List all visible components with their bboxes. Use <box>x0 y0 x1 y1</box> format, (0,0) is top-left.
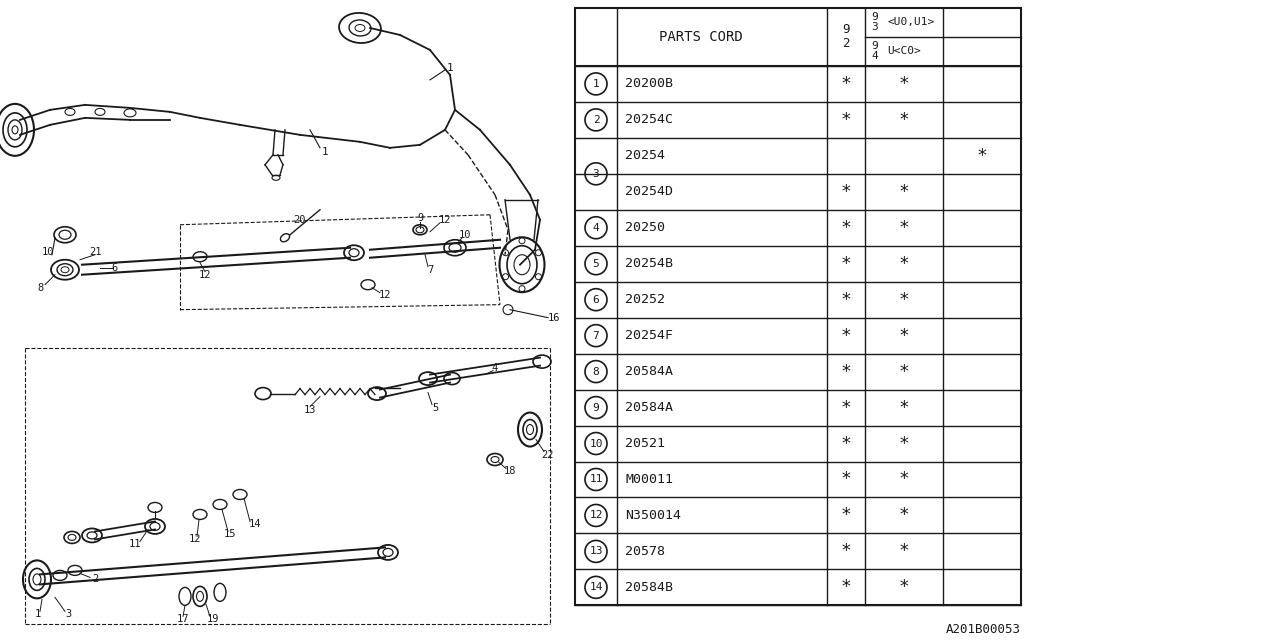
Text: 12: 12 <box>198 269 211 280</box>
Text: 14: 14 <box>248 520 261 529</box>
Text: 9: 9 <box>593 403 599 413</box>
Text: 20521: 20521 <box>625 437 666 450</box>
Text: 13: 13 <box>589 547 603 556</box>
Text: *: * <box>977 147 987 165</box>
Text: *: * <box>899 363 909 381</box>
Text: 21: 21 <box>88 247 101 257</box>
Text: PARTS CORD: PARTS CORD <box>659 30 742 44</box>
Text: 18: 18 <box>504 467 516 477</box>
Text: 20584A: 20584A <box>625 401 673 414</box>
Text: 10: 10 <box>42 247 54 257</box>
Text: *: * <box>841 470 851 488</box>
Text: *: * <box>841 111 851 129</box>
Text: 11: 11 <box>589 474 603 484</box>
Text: 5: 5 <box>431 403 438 413</box>
Text: 20254: 20254 <box>625 149 666 163</box>
Text: 13: 13 <box>303 404 316 415</box>
Text: 9
4: 9 4 <box>872 42 878 61</box>
Text: 12: 12 <box>589 511 603 520</box>
Text: 19: 19 <box>207 614 219 625</box>
Text: 4: 4 <box>593 223 599 233</box>
Text: 20254C: 20254C <box>625 113 673 126</box>
Text: *: * <box>899 543 909 561</box>
Text: 20200B: 20200B <box>625 77 673 90</box>
Text: A201B00053: A201B00053 <box>946 623 1021 636</box>
Text: 16: 16 <box>548 313 561 323</box>
Text: 4: 4 <box>492 363 498 372</box>
Text: *: * <box>899 399 909 417</box>
Text: 20254D: 20254D <box>625 186 673 198</box>
Text: *: * <box>841 219 851 237</box>
Text: *: * <box>841 543 851 561</box>
Text: 2: 2 <box>92 574 99 584</box>
Text: 8: 8 <box>593 367 599 376</box>
Text: *: * <box>899 326 909 345</box>
Text: 20584B: 20584B <box>625 581 673 594</box>
Text: 20250: 20250 <box>625 221 666 234</box>
Text: *: * <box>841 435 851 452</box>
Text: 14: 14 <box>589 582 603 593</box>
Text: 1: 1 <box>447 63 453 73</box>
Text: 12: 12 <box>379 290 392 300</box>
Text: 20254B: 20254B <box>625 257 673 270</box>
Text: *: * <box>899 291 909 308</box>
Text: 5: 5 <box>593 259 599 269</box>
Text: 1: 1 <box>593 79 599 89</box>
Text: M00011: M00011 <box>625 473 673 486</box>
Text: 20254F: 20254F <box>625 329 673 342</box>
Text: 20252: 20252 <box>625 293 666 306</box>
Text: 11: 11 <box>129 540 141 549</box>
Text: 9: 9 <box>417 212 424 223</box>
Text: *: * <box>899 183 909 201</box>
Bar <box>575 8 1021 605</box>
Text: *: * <box>841 363 851 381</box>
Text: 9
2: 9 2 <box>842 24 850 51</box>
Text: *: * <box>899 75 909 93</box>
Text: *: * <box>899 255 909 273</box>
Text: 6: 6 <box>111 262 118 273</box>
Text: *: * <box>841 579 851 596</box>
Text: 9
3: 9 3 <box>872 12 878 33</box>
Text: 1: 1 <box>321 147 329 157</box>
Text: *: * <box>841 291 851 308</box>
Text: 6: 6 <box>593 294 599 305</box>
Text: <U0,U1>: <U0,U1> <box>887 17 934 28</box>
Text: 3: 3 <box>593 169 599 179</box>
Text: 10: 10 <box>589 438 603 449</box>
Text: *: * <box>841 399 851 417</box>
Text: *: * <box>841 506 851 524</box>
Text: 2: 2 <box>593 115 599 125</box>
Text: 20584A: 20584A <box>625 365 673 378</box>
Text: 12: 12 <box>188 534 201 545</box>
Text: U<C0>: U<C0> <box>887 47 920 56</box>
Text: N350014: N350014 <box>625 509 681 522</box>
Text: 17: 17 <box>177 614 189 625</box>
Text: 7: 7 <box>426 265 433 275</box>
Text: 12: 12 <box>439 215 452 225</box>
Text: 22: 22 <box>541 449 554 460</box>
Text: *: * <box>841 183 851 201</box>
Text: 20578: 20578 <box>625 545 666 558</box>
Text: 10: 10 <box>458 230 471 240</box>
Text: *: * <box>899 470 909 488</box>
Text: 3: 3 <box>65 609 72 620</box>
Text: 20: 20 <box>293 215 306 225</box>
Text: 8: 8 <box>37 283 44 292</box>
Text: *: * <box>841 326 851 345</box>
Text: *: * <box>841 75 851 93</box>
Text: *: * <box>899 506 909 524</box>
Text: 15: 15 <box>224 529 237 540</box>
Text: *: * <box>899 219 909 237</box>
Text: *: * <box>899 579 909 596</box>
Text: *: * <box>841 255 851 273</box>
Text: *: * <box>899 435 909 452</box>
Text: 7: 7 <box>593 331 599 340</box>
Text: *: * <box>899 111 909 129</box>
Text: 1: 1 <box>35 609 41 620</box>
